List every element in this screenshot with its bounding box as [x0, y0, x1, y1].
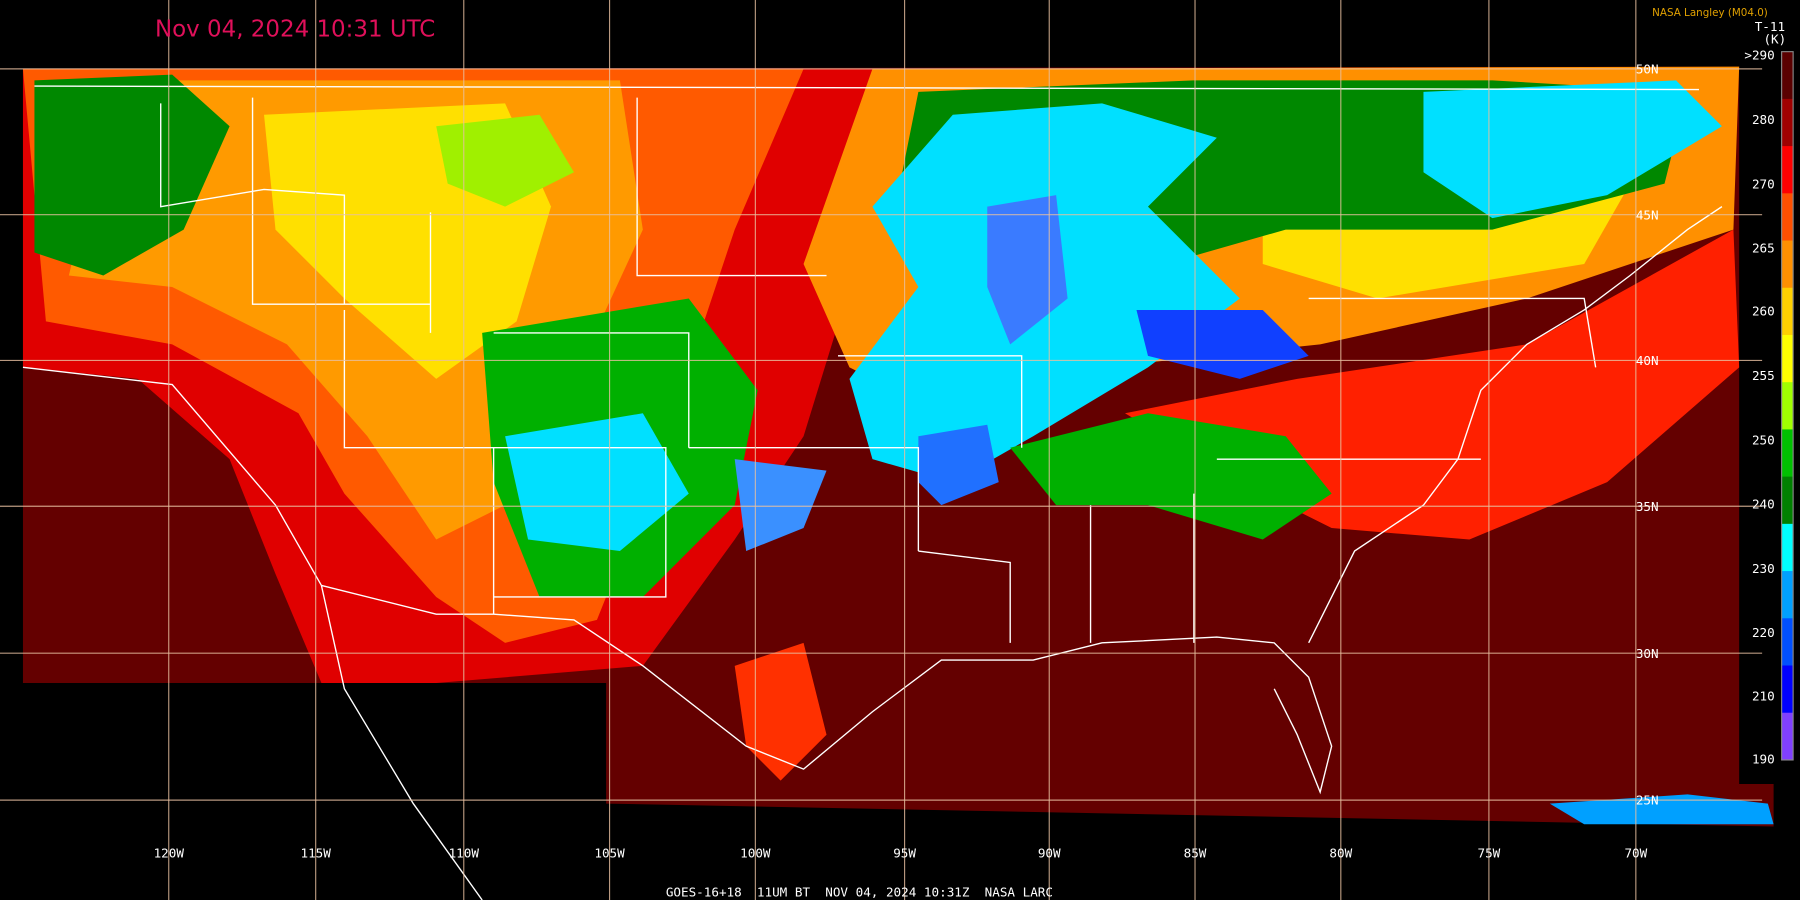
- longitude-label: 115W: [301, 846, 332, 861]
- longitude-label: 105W: [594, 846, 625, 861]
- latitude-label: 45N: [1636, 207, 1659, 222]
- colorbar-segment: [1781, 571, 1794, 619]
- colorbar-segment: [1781, 334, 1794, 383]
- colorbar-segment: [1781, 51, 1794, 100]
- colorbar-label: >290: [1744, 48, 1774, 63]
- colorbar-segment: [1781, 287, 1794, 336]
- credit: NASA Langley (M04.0): [1652, 7, 1768, 19]
- colorbar-segment: [1781, 712, 1794, 761]
- colorbar-segment: [1781, 618, 1794, 667]
- longitude-label: 85W: [1184, 846, 1207, 861]
- latitude-label: 30N: [1636, 646, 1659, 661]
- colorbar-frame: [1781, 51, 1794, 761]
- colorbar-label: 250: [1752, 432, 1775, 447]
- longitude-label: 75W: [1478, 846, 1501, 861]
- colorbar-label: 280: [1752, 112, 1775, 127]
- colorbar-segment: [1781, 429, 1794, 478]
- colorbar-label: 220: [1752, 625, 1775, 640]
- colorbar-segment: [1781, 98, 1794, 147]
- colorbar-label: 230: [1752, 561, 1775, 576]
- graticule: 120W 115W 110W 105W 100W 95W 90W 85W 80W 75W 70W 50…: [0, 0, 1763, 900]
- colorbar-segment: [1781, 240, 1794, 289]
- unit: (K): [1763, 32, 1786, 47]
- longitude-label: 95W: [893, 846, 916, 861]
- longitude-label: 120W: [154, 846, 185, 861]
- product: T-11: [1755, 19, 1785, 34]
- colorbar-label: 260: [1752, 304, 1775, 319]
- colorbar-segment: [1781, 665, 1794, 714]
- colorbar-segment: [1781, 382, 1794, 430]
- colorbar-label: 265: [1752, 241, 1775, 256]
- colorbar-segment: [1781, 476, 1794, 525]
- colorbar-segment: [1781, 146, 1794, 194]
- colorbar-label: 190: [1752, 751, 1775, 766]
- longitude-label: 70W: [1624, 846, 1647, 861]
- timestamp: Nov 04, 2024 10:31 UTC: [155, 17, 435, 43]
- boundaries: [22, 85, 1723, 900]
- longitude-label: 80W: [1329, 846, 1352, 861]
- longitude-label: 110W: [449, 846, 480, 861]
- colorbar-label: 210: [1752, 688, 1775, 703]
- colorbar-segment: [1781, 523, 1794, 572]
- colorbar-label: 270: [1752, 176, 1775, 191]
- colorbar: >290 280 270 265 260 255 250 240 230 220 210 190: [1744, 48, 1794, 766]
- latitude-label: 35N: [1636, 499, 1659, 514]
- longitude-label: 90W: [1038, 846, 1061, 861]
- latitude-label: 50N: [1636, 61, 1659, 76]
- colorbar-label: 240: [1752, 497, 1775, 512]
- colorbar-segment: [1781, 193, 1794, 242]
- colorbar-label: 255: [1752, 368, 1775, 383]
- latitude-label: 40N: [1636, 353, 1659, 368]
- imagery: [22, 66, 1774, 827]
- footer: GOES-16+18 11UM BT NOV 04, 2024 10:31Z N…: [666, 885, 1053, 900]
- longitude-label: 100W: [740, 846, 771, 861]
- latitude-label: 25N: [1636, 793, 1659, 808]
